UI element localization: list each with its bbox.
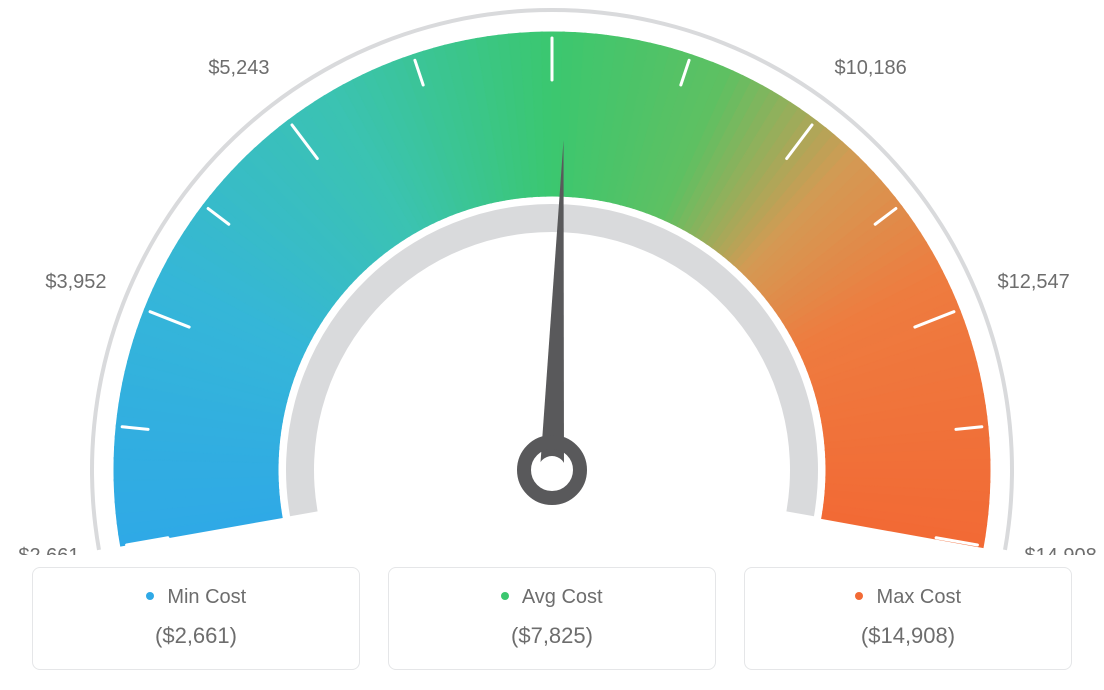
svg-text:$14,908: $14,908 [1024, 545, 1096, 555]
gauge-area: $2,661$3,952$5,243$7,825$10,186$12,547$1… [0, 0, 1104, 555]
svg-text:$3,952: $3,952 [45, 271, 106, 293]
card-avg-title: Avg Cost [399, 586, 705, 609]
chart-container: $2,661$3,952$5,243$7,825$10,186$12,547$1… [0, 0, 1104, 690]
svg-text:$12,547: $12,547 [997, 271, 1069, 293]
card-avg-cost: Avg Cost ($7,825) [388, 567, 716, 670]
card-max-title-text: Max Cost [877, 586, 961, 608]
summary-cards: Min Cost ($2,661) Avg Cost ($7,825) Max … [32, 567, 1072, 670]
svg-text:$10,186: $10,186 [835, 57, 907, 79]
svg-text:$2,661: $2,661 [18, 545, 79, 555]
svg-text:$5,243: $5,243 [208, 57, 269, 79]
card-avg-title-text: Avg Cost [522, 586, 603, 608]
dot-min [146, 592, 154, 600]
dot-avg [501, 592, 509, 600]
gauge-svg: $2,661$3,952$5,243$7,825$10,186$12,547$1… [0, 0, 1104, 555]
card-avg-value: ($7,825) [399, 623, 705, 649]
card-min-title: Min Cost [43, 586, 349, 609]
dot-max [855, 592, 863, 600]
card-min-cost: Min Cost ($2,661) [32, 567, 360, 670]
card-max-title: Max Cost [755, 586, 1061, 609]
card-max-value: ($14,908) [755, 623, 1061, 649]
card-max-cost: Max Cost ($14,908) [744, 567, 1072, 670]
card-min-title-text: Min Cost [167, 586, 246, 608]
card-min-value: ($2,661) [43, 623, 349, 649]
